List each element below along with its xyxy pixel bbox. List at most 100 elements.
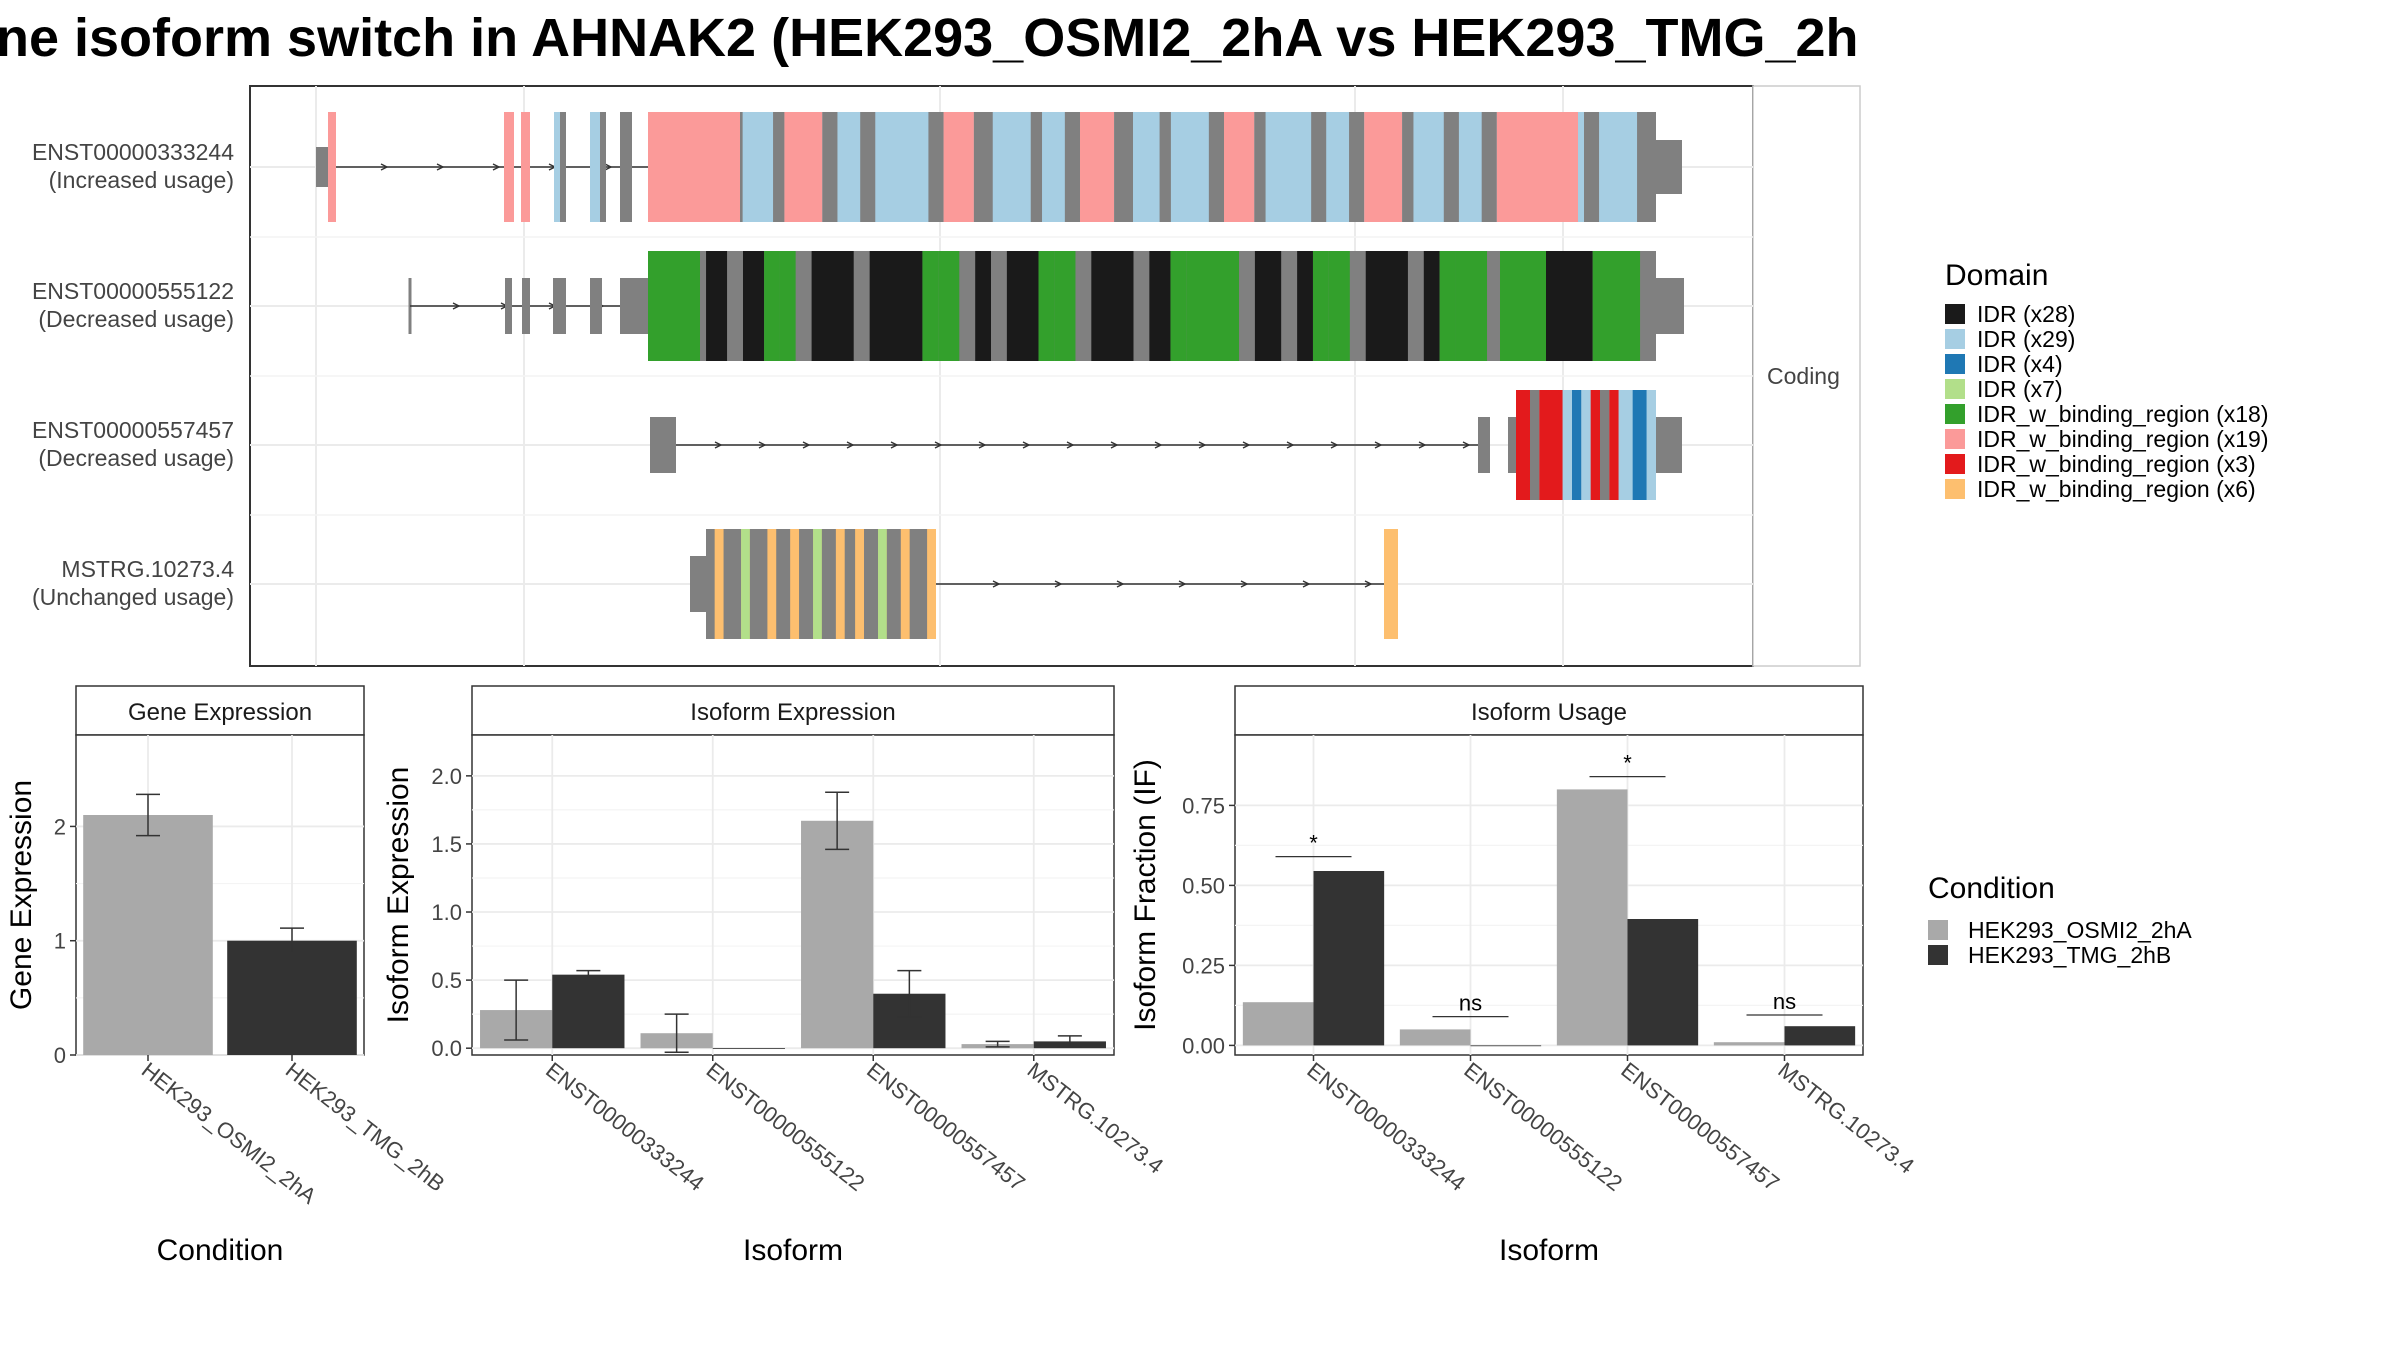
exon-segment [1590,390,1600,500]
exon-segment [837,112,861,222]
y-tick-label: 0.25 [1182,953,1225,978]
exon-segment [1609,390,1619,500]
intron-arrow [1240,580,1249,588]
exon-segment [991,251,1007,361]
intron-arrow [758,441,767,449]
intron-arrow [1286,441,1295,449]
exon-segment [742,251,765,361]
intron-arrow [846,441,855,449]
intron-arrow [1364,580,1373,588]
exon-segment [860,112,876,222]
isoform-usage-panel: Isoform Usage * ns * ns 0.00 0.25 0.50 0.75 ENST0… [1129,685,1919,1267]
intron-arrow [802,441,811,449]
domain-legend-swatch [1945,354,1965,374]
exon-segment [1592,251,1609,361]
exon-segment [1413,112,1444,222]
exon-segment [975,251,992,361]
exon-segment [1423,251,1440,361]
facet-strip [1752,85,1861,667]
y-tick-label: 1 [54,929,66,954]
intron-arrow [1198,441,1207,449]
intron-arrow [978,441,987,449]
chart-title: ne isoform switch in AHNAK2 (HEK293_OSMI… [0,8,1859,68]
panel-strip [471,685,1115,736]
exon-segment [1500,251,1546,361]
exon-segment [590,278,602,334]
exon-segment [1572,390,1582,500]
exon-segment [821,529,836,639]
exon-segment [1481,112,1497,222]
exon-segment [620,112,632,222]
significance-label: * [1623,751,1632,776]
intron-arrow [1154,441,1163,449]
x-tick-label: MSTRG.10273.4 [1773,1057,1918,1178]
exon-segment [1455,251,1488,361]
domain-legend: Domain IDR (x28)IDR (x29)IDR (x4)IDR (x7… [1945,259,2269,502]
exon-segment [1133,112,1160,222]
bar [83,815,213,1055]
exon-segment [648,251,700,361]
x-axis-title: Condition [157,1234,284,1267]
exon-segment [909,529,928,639]
exon-segment [927,529,936,639]
domain-legend-label: IDR (x29) [1977,326,2075,352]
exon-segment [938,251,960,361]
exon-segment [620,278,648,334]
isoform-id-label: ENST00000555122 [32,278,234,304]
condition-legend-swatch [1928,945,1948,965]
intron-arrow [890,441,899,449]
condition-legend-swatch [1928,920,1948,940]
condition-legend-title: Condition [1928,872,2055,905]
exon-segment [776,529,791,639]
exon-segment [554,112,560,222]
exon-segment [992,112,1031,222]
isoform-usage-label: (Increased usage) [49,167,234,193]
x-tick-label: MSTRG.10273.4 [1023,1057,1168,1178]
exon-segment [1632,390,1647,500]
exon-segment [1006,251,1039,361]
isoform-expression-panel: Isoform Expression 0.0 0.5 1.0 1.5 2.0 ENST000… [382,685,1168,1267]
isoform-id-label: ENST00000333244 [32,139,234,165]
x-tick-label: ENST00000557457 [862,1057,1030,1196]
y-tick-label: 0.0 [431,1036,462,1061]
isoform-id-label: ENST00000557457 [32,417,234,443]
exon-segment [522,278,530,334]
exon-segment [767,529,777,639]
exon-segment [1640,251,1656,361]
x-tick-label: ENST00000333244 [1302,1057,1470,1196]
exon-segment [1328,251,1350,361]
exon-segment [1091,251,1134,361]
exon-segment [727,251,743,361]
isoform-usage-label: (Decreased usage) [38,306,234,332]
intron-arrow [934,441,943,449]
exon-segment [875,112,929,222]
domain-legend-swatch [1945,479,1965,499]
exon-segment [1297,251,1313,361]
exon-segment [714,529,724,639]
exon-segment [928,112,944,222]
intron-arrow [1242,441,1251,449]
exon-segment [1239,251,1255,361]
exon-segment [1581,390,1591,500]
exon-segment [600,112,606,222]
exon-segment [1608,251,1641,361]
x-axis-title: Isoform [1499,1234,1599,1267]
domain-legend-label: IDR (x28) [1977,301,2075,327]
isoform-usage-label: (Unchanged usage) [32,584,234,610]
domain-legend-label: IDR (x4) [1977,351,2063,377]
domain-legend-swatch [1945,429,1965,449]
intron-arrow [436,163,445,171]
intron-arrow [1178,580,1187,588]
exon-segment [1584,112,1600,222]
exon-segment [723,529,742,639]
exon-segment [1533,112,1578,222]
exon-segment [1349,251,1366,361]
intron-arrow [452,302,461,310]
exon-segment [1349,112,1365,222]
y-tick-label: 1.0 [431,900,462,925]
bar [227,940,357,1055]
intron-arrow [1418,441,1427,449]
intron-arrow [992,580,1001,588]
exon-segment [1478,417,1490,473]
condition-legend-label: HEK293_OSMI2_2hA [1968,917,2192,943]
